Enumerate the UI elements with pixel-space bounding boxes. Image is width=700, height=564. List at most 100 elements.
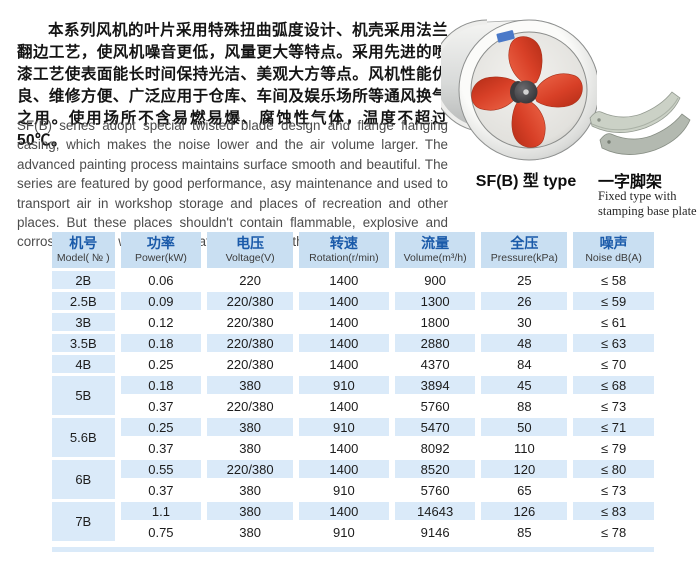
column-header: 功率 Power(kW) [120, 232, 202, 268]
spec-cell: ≤ 58 [573, 271, 654, 289]
spec-cell: 1400 [299, 439, 389, 457]
spec-cell: 25 [481, 271, 568, 289]
fan-type-caption: SF(B) 型 type [475, 173, 577, 190]
spec-cell: ≤ 71 [573, 418, 654, 436]
spec-cell: 910 [299, 418, 389, 436]
table-row: 4B 0.25 220/380 1400 4370 84 ≤ 70 [52, 355, 654, 373]
spec-cell: ≤ 59 [573, 292, 654, 310]
spec-cell: 0.25 [120, 355, 202, 373]
spec-table-head: 机号 Model( № ) 功率 Power(kW) 电压 Voltage(V) 转速 Rot… [52, 232, 654, 268]
spec-cell: 220/380 [207, 460, 293, 478]
fan-blades [471, 36, 583, 148]
spec-cell: 220/380 [207, 334, 293, 352]
table-row: 0.37 380 1400 8092 110 ≤ 79 [52, 439, 654, 457]
spec-cell: 380 [207, 439, 293, 457]
column-header: 转速 Rotation(r/min) [299, 232, 389, 268]
spec-cell: 1400 [299, 460, 389, 478]
column-header: 流量 Volume(m³/h) [394, 232, 476, 268]
spec-cell: 220/380 [207, 355, 293, 373]
table-row: 5.6B 0.25 380 910 5470 50 ≤ 71 [52, 418, 654, 457]
spec-cell: 0.37 [120, 481, 202, 499]
spec-cell: 900 [394, 271, 476, 289]
spec-cell: 0.25 [120, 418, 202, 436]
column-header: 电压 Voltage(V) [207, 232, 293, 268]
table-row: 3.5B 0.18 220/380 1400 2880 48 ≤ 63 [52, 334, 654, 352]
spec-cell: 380 [207, 418, 293, 436]
model-cell: 5.6B [52, 418, 115, 457]
base-plate-caption-en: Fixed type with stamping base plate [598, 189, 697, 219]
axial-fan-image [430, 6, 600, 166]
base-plate-caption-en-line1: Fixed type with [598, 189, 677, 203]
table-row: 6B 0.55 220/380 1400 8520 120 ≤ 80 [52, 460, 654, 499]
spec-cell: ≤ 78 [573, 523, 654, 541]
model-cell: 2.5B [52, 292, 115, 310]
spec-cell: ≤ 73 [573, 481, 654, 499]
spec-cell: 0.09 [120, 292, 202, 310]
spec-cell: 0.18 [120, 334, 202, 352]
spec-cell: 380 [207, 502, 293, 520]
model-cell: 6B [52, 460, 115, 499]
intro-paragraph-english: SF(B) series adopt special twisted blade… [17, 118, 448, 250]
spec-cell: 88 [481, 397, 568, 415]
spec-cell: ≤ 61 [573, 313, 654, 331]
spec-cell: ≤ 68 [573, 376, 654, 394]
spec-cell: 14643 [394, 502, 476, 520]
spec-cell: ≤ 83 [573, 502, 654, 520]
spec-cell: 120 [481, 460, 568, 478]
model-cell: 5B [52, 376, 115, 415]
spec-cell: 2880 [394, 334, 476, 352]
spec-cell: 0.55 [120, 460, 202, 478]
spec-cell: 0.18 [120, 376, 202, 394]
table-row: 0.75 380 910 9146 85 ≤ 78 [52, 523, 654, 541]
model-cell: 7B [52, 502, 115, 541]
header-row: 机号 Model( № ) 功率 Power(kW) 电压 Voltage(V) 转速 Rot… [52, 232, 654, 268]
spec-cell: 910 [299, 481, 389, 499]
spec-cell: 26 [481, 292, 568, 310]
intro-paragraph-chinese: 本系列风机的叶片采用特殊扭曲弧度设计、机壳采用法兰翻边工艺，使风机噪音更低，风量… [17, 22, 448, 149]
spec-cell: 48 [481, 334, 568, 352]
base-plate-caption-zh: 一字脚架 [598, 174, 663, 191]
spec-cell: 0.06 [120, 271, 202, 289]
base-plate-icon [589, 91, 691, 155]
spec-cell: 380 [207, 481, 293, 499]
base-plate-image [584, 88, 696, 156]
base-plate-lower [599, 113, 691, 155]
table-row: 0.37 380 910 5760 65 ≤ 73 [52, 481, 654, 499]
spec-table: 机号 Model( № ) 功率 Power(kW) 电压 Voltage(V) 转速 Rot… [46, 229, 660, 544]
spec-cell: 1400 [299, 355, 389, 373]
table-row: 0.37 220/380 1400 5760 88 ≤ 73 [52, 397, 654, 415]
spec-cell: 4370 [394, 355, 476, 373]
spec-cell: 1400 [299, 502, 389, 520]
spec-cell: 65 [481, 481, 568, 499]
table-row: 2B 0.06 220 1400 900 25 ≤ 58 [52, 271, 654, 289]
spec-cell: 1800 [394, 313, 476, 331]
spec-cell: 110 [481, 439, 568, 457]
spec-cell: ≤ 80 [573, 460, 654, 478]
spec-cell: 1400 [299, 334, 389, 352]
spec-cell: 1400 [299, 313, 389, 331]
model-cell: 3B [52, 313, 115, 331]
table-bottom-strip [52, 547, 654, 552]
spec-cell: 1.1 [120, 502, 202, 520]
table-row: 2.5B 0.09 220/380 1400 1300 26 ≤ 59 [52, 292, 654, 310]
spec-cell: 3894 [394, 376, 476, 394]
spec-cell: 220 [207, 271, 293, 289]
spec-cell: 0.75 [120, 523, 202, 541]
spec-cell: 220/380 [207, 292, 293, 310]
label-sticker [496, 30, 515, 43]
axial-fan-icon [430, 19, 600, 161]
table-row: 5B 0.18 380 910 3894 45 ≤ 68 [52, 376, 654, 415]
model-cell: 3.5B [52, 334, 115, 352]
spec-cell: 380 [207, 376, 293, 394]
base-plate-caption-en-line2: stamping base plate [598, 204, 697, 218]
table-row: 7B 1.1 380 1400 14643 126 ≤ 83 [52, 502, 654, 541]
column-header: 全压 Pressure(kPa) [481, 232, 568, 268]
spec-cell: 8092 [394, 439, 476, 457]
spec-cell: 45 [481, 376, 568, 394]
spec-cell: 5760 [394, 481, 476, 499]
spec-cell: 0.37 [120, 439, 202, 457]
base-plate-upper [589, 91, 681, 133]
spec-cell: 220/380 [207, 313, 293, 331]
spec-cell: 5760 [394, 397, 476, 415]
